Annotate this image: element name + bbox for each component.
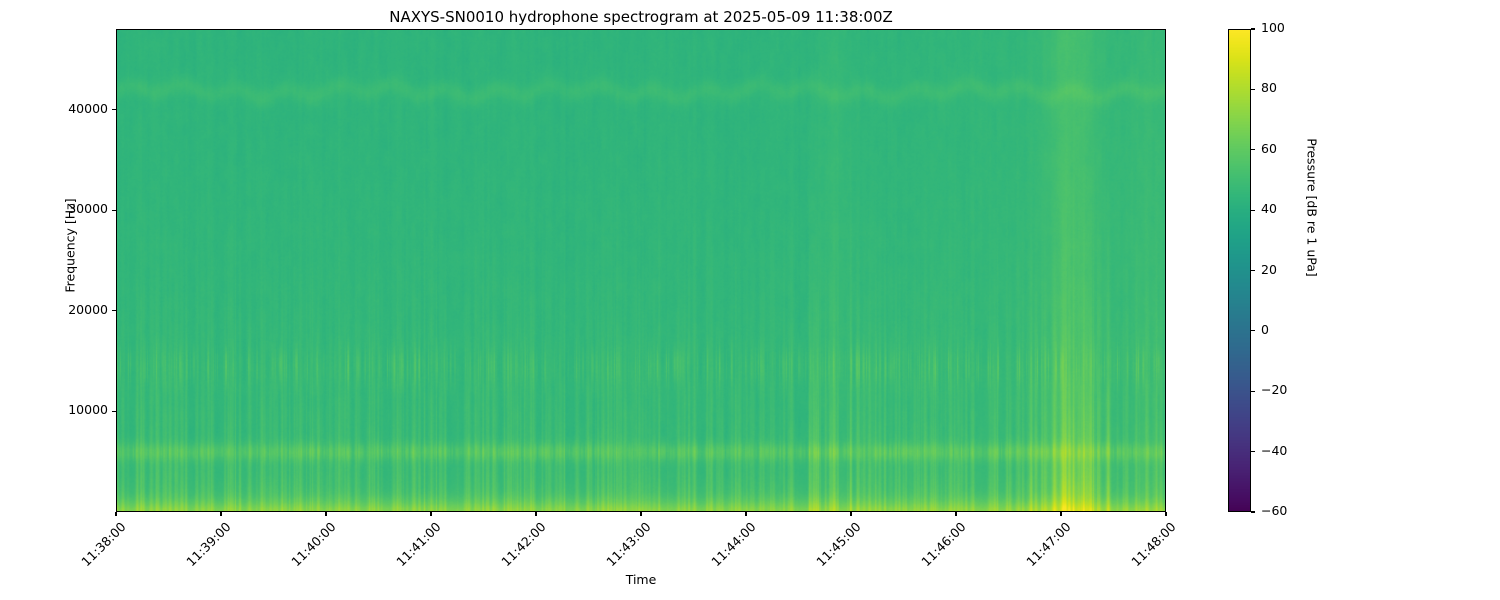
x-tick-mark bbox=[745, 512, 747, 516]
colorbar-tick-mark bbox=[1251, 209, 1255, 211]
y-tick-label: 40000 bbox=[68, 100, 108, 116]
colorbar-tick-label: 20 bbox=[1261, 261, 1277, 277]
x-tick-mark bbox=[1060, 512, 1062, 516]
x-tick-mark bbox=[115, 512, 117, 516]
y-tick-mark bbox=[112, 108, 116, 111]
x-tick-mark bbox=[220, 512, 222, 516]
y-tick-mark bbox=[112, 310, 116, 312]
y-tick-label: 20000 bbox=[68, 301, 108, 317]
colorbar-tick-mark bbox=[1251, 390, 1255, 392]
colorbar-tick-label: −20 bbox=[1261, 382, 1288, 398]
colorbar-tick-mark bbox=[1251, 511, 1255, 513]
x-tick-mark bbox=[640, 512, 642, 516]
colorbar-gradient bbox=[1229, 30, 1250, 511]
y-tick-mark bbox=[112, 410, 116, 412]
colorbar-label: Pressure [dB re 1 uPa] bbox=[1304, 138, 1320, 277]
x-tick-label: 11:42:00 bbox=[498, 519, 549, 570]
x-tick-label: 11:40:00 bbox=[288, 519, 339, 570]
colorbar-tick-label: −60 bbox=[1261, 503, 1288, 518]
x-tick-label: 11:48:00 bbox=[1128, 519, 1179, 570]
x-tick-label: 11:43:00 bbox=[603, 519, 654, 570]
colorbar-tick-label: −40 bbox=[1261, 442, 1288, 458]
colorbar-tick-mark bbox=[1251, 269, 1255, 272]
x-tick-mark bbox=[955, 512, 957, 516]
colorbar-tick-label: 60 bbox=[1261, 140, 1277, 156]
x-tick-label: 11:39:00 bbox=[183, 519, 234, 570]
colorbar-tick-label: 100 bbox=[1261, 20, 1285, 35]
colorbar-tick-label: 0 bbox=[1261, 321, 1269, 337]
y-tick-label: 10000 bbox=[68, 402, 108, 418]
x-tick-label: 11:44:00 bbox=[708, 519, 759, 570]
page-title: NAXYS-SN0010 hydrophone spectrogram at 2… bbox=[389, 8, 893, 26]
plot-area[interactable] bbox=[116, 29, 1166, 512]
x-tick-mark bbox=[850, 512, 852, 516]
colorbar[interactable] bbox=[1228, 29, 1251, 512]
x-axis-label: Time bbox=[625, 572, 657, 587]
colorbar-tick-mark bbox=[1251, 28, 1255, 30]
y-tick-mark bbox=[112, 209, 116, 211]
spectrogram-image bbox=[117, 30, 1165, 511]
x-tick-label: 11:47:00 bbox=[1023, 519, 1074, 570]
colorbar-tick-label: 80 bbox=[1261, 80, 1277, 96]
y-tick-label: 30000 bbox=[68, 201, 108, 217]
colorbar-tick-label: 40 bbox=[1261, 201, 1277, 217]
x-tick-label: 11:41:00 bbox=[393, 519, 444, 570]
x-tick-mark bbox=[535, 512, 537, 516]
x-tick-mark bbox=[1165, 512, 1167, 516]
colorbar-tick-mark bbox=[1251, 330, 1255, 332]
x-tick-mark bbox=[430, 512, 432, 516]
x-tick-label: 11:45:00 bbox=[813, 519, 864, 570]
x-tick-label: 11:38:00 bbox=[78, 519, 129, 570]
colorbar-tick-mark bbox=[1251, 88, 1255, 90]
x-tick-label: 11:46:00 bbox=[918, 519, 969, 570]
colorbar-tick-mark bbox=[1251, 451, 1255, 453]
colorbar-tick-mark bbox=[1251, 149, 1255, 151]
x-tick-mark bbox=[325, 512, 327, 516]
